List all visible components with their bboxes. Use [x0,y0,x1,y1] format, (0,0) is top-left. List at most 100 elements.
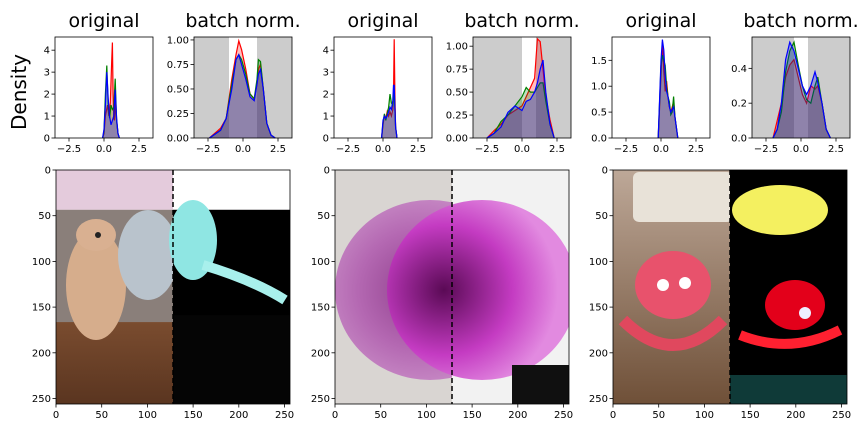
x-tick-label: 0 [53,410,59,421]
figure-ylabel: Density [7,54,31,130]
y-tick-label: 2 [44,90,50,101]
x-tick-label: −2.5 [57,144,81,155]
floor-normalized [730,375,847,404]
y-tick-label: 0 [45,166,51,177]
elephant-body [118,210,178,300]
x-tick-label: 0.0 [375,144,391,155]
trunk-normalized [201,260,288,305]
y-tick-label: 200 [311,348,330,359]
image-content [613,170,847,404]
y-tick-label: 0 [323,134,329,145]
plot-title: batch norm. [743,10,858,32]
density-plot: −2.5 0.0 2.5 0.0 0.5 1.0 1.5 original [591,10,711,155]
density-area [773,59,831,138]
x-tick-label: 0.0 [653,144,669,155]
density-line [772,40,831,139]
x-tick-label: 250 [554,410,573,421]
x-tick-label: 100 [417,410,436,421]
elephant-normalized [169,200,217,280]
octopus-head [635,251,711,319]
octopus-eye-right [679,277,691,289]
y-tick-label: 150 [589,303,608,314]
x-tick-label: 50 [95,410,108,421]
density-area [487,38,555,138]
arms-normalized [738,325,843,349]
y-tick-label: 1.5 [591,56,607,67]
octopus-arms [618,315,728,351]
density-plot: −2.5 0.0 2.5 0 1 2 3 4 original [323,10,433,155]
y-tick-label: 250 [311,394,330,405]
y-tick-label: 0 [44,134,50,145]
density-area [487,60,555,138]
x-tick-label: 2.5 [131,144,147,155]
y-tick-label: 50 [595,211,608,222]
x-tick-label: 250 [275,410,294,421]
y-tick-label: 4 [323,46,329,57]
image-content [335,170,569,404]
x-tick-label: 200 [786,410,805,421]
camel-body [66,230,126,340]
octopus-eye-left [657,279,669,291]
y-tick-label: 0.75 [446,65,468,76]
image-frame [55,169,291,405]
rose-normalized [387,200,569,380]
density-area [658,39,678,138]
camel-eye [95,232,101,238]
density-area [381,39,397,139]
x-tick-label: 0 [610,410,616,421]
y-tick-label: 200 [589,348,608,359]
density-area [209,40,276,138]
table-normalized [173,315,290,404]
x-tick-label: −2.5 [754,144,778,155]
x-tick-label: 150 [184,410,203,421]
y-tick-label: 250 [589,394,608,405]
density-line [486,59,555,139]
y-tick-label: 50 [317,211,330,222]
y-tick-label: 4 [44,46,50,57]
shaded-region [194,37,229,138]
table [56,322,173,404]
density-plot: −2.5 0.0 2.5 0.0 0.2 0.4 batch norm. [731,10,859,155]
density-line [486,82,555,139]
x-tick-label: −2.5 [336,144,360,155]
x-tick-label: 200 [229,410,248,421]
plot-title: batch norm. [464,10,579,32]
y-tick-label: 1.00 [167,35,189,46]
x-tick-label: 2.5 [688,144,704,155]
shadow-normalized [512,365,569,404]
density-line [102,72,120,139]
y-tick-label: 0.25 [167,109,189,120]
y-tick-label: 0.4 [731,64,747,75]
y-tick-label: 0.75 [167,60,189,71]
density-area [487,82,555,138]
density-area [773,42,831,139]
y-tick-label: 0.2 [731,99,747,110]
x-tick-label: −2.5 [614,144,638,155]
x-tick-label: 0.0 [235,144,251,155]
x-tick-label: 2.5 [270,144,286,155]
y-tick-label: 0.5 [591,108,607,119]
x-tick-label: 0.0 [793,144,809,155]
y-tick-label: 1 [323,112,329,123]
x-tick-label: 2.5 [549,144,565,155]
y-tick-label: 150 [311,303,330,314]
image-frame [612,169,848,405]
density-line [657,39,679,139]
y-tick-label: 100 [589,257,608,268]
y-tick-label: 3 [323,68,329,79]
x-tick-label: 100 [695,410,714,421]
x-tick-label: 150 [463,410,482,421]
plot-title: batch norm. [185,10,300,32]
plot-title: original [625,10,696,32]
image-content [56,170,290,404]
x-tick-label: 0.0 [96,144,112,155]
x-tick-label: 0 [332,410,338,421]
y-tick-label: 0.0 [731,134,747,145]
y-tick-label: 0 [324,166,330,177]
density-plot: −2.5 0.0 2.5 0.00 0.25 0.50 0.75 1.00 batch norm… [167,10,301,155]
y-tick-label: 3 [44,68,50,79]
y-tick-label: 0.00 [167,134,189,145]
x-tick-label: 0.0 [514,144,530,155]
